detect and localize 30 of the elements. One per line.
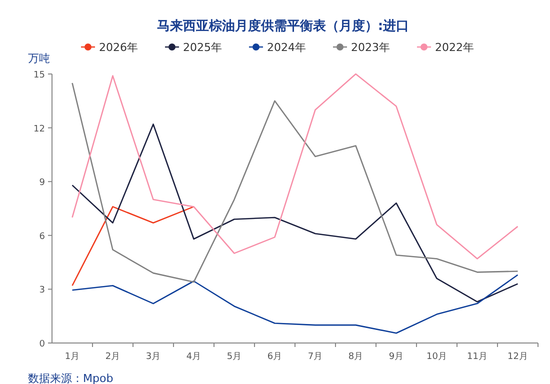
legend-label: 2025年 <box>183 41 222 54</box>
line-series <box>72 124 518 302</box>
legend-label: 2024年 <box>267 41 306 54</box>
y-tick-label: 6 <box>39 232 46 242</box>
line-series <box>72 73 518 260</box>
y-tick-label: 3 <box>39 286 45 296</box>
line-series <box>72 274 518 334</box>
x-tick-label: 10月 <box>426 352 447 362</box>
y-tick-label: 9 <box>39 178 46 188</box>
y-tick-label: 15 <box>34 70 45 80</box>
x-tick-label: 3月 <box>146 352 161 362</box>
x-tick-label: 5月 <box>226 352 242 362</box>
x-tick-label: 7月 <box>308 352 323 362</box>
source-note: 数据来源：Mpob <box>28 372 114 384</box>
x-tick-label: 11月 <box>467 352 488 362</box>
chart-title: 马来西亚棕油月度供需平衡表（月度）:进口 <box>156 18 410 34</box>
x-tick-label: 8月 <box>348 352 364 362</box>
legend-label: 2026年 <box>99 41 138 54</box>
y-tick-label: 0 <box>39 340 46 350</box>
line-series <box>72 82 518 283</box>
x-tick-label: 1月 <box>64 352 80 362</box>
y-tick-label: 12 <box>34 124 45 134</box>
x-tick-label: 4月 <box>186 352 202 362</box>
x-tick-label: 6月 <box>267 352 282 362</box>
legend-label: 2023年 <box>351 41 390 54</box>
legend-label: 2022年 <box>435 41 474 54</box>
x-tick-label: 9月 <box>388 352 404 362</box>
x-tick-label: 2月 <box>105 352 120 362</box>
y-axis-title: 万吨 <box>28 52 50 65</box>
x-tick-label: 12月 <box>508 352 528 362</box>
